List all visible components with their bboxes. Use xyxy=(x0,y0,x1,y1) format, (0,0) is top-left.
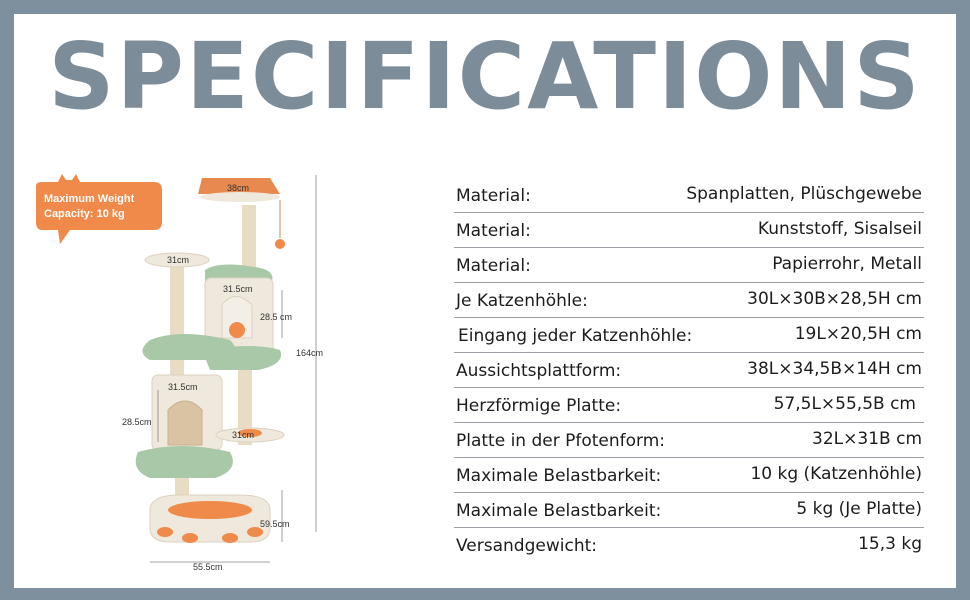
spec-value: 30L×30B×28,5H cm xyxy=(747,289,922,309)
spec-label: Material: xyxy=(456,256,531,276)
dim-lower-condo-width: 31.5cm xyxy=(168,382,198,392)
dim-total-height: 164cm xyxy=(296,348,323,358)
spec-value: Kunststoff, Sisalseil xyxy=(757,219,922,239)
lower-heart-platform xyxy=(135,446,233,478)
spec-row: Material: Papierrohr, Metall xyxy=(454,248,924,283)
spec-label: Herzförmige Platte: xyxy=(456,396,622,416)
spec-label: Aussichtsplattform: xyxy=(456,361,622,381)
cat-ears-icon xyxy=(58,174,80,182)
spec-value: 57,5L×55,5B cm xyxy=(773,394,916,414)
spec-label: Material: xyxy=(456,221,531,241)
hanging-ball xyxy=(275,239,285,249)
spec-label: Je Katzenhöhle: xyxy=(456,291,588,311)
dim-mid-platform: 31cm xyxy=(232,430,254,440)
top-post xyxy=(242,205,256,285)
spec-row: Je Katzenhöhle: 30L×30B×28,5H cm xyxy=(454,283,924,318)
max-weight-badge: Maximum Weight Capacity: 10 kg xyxy=(36,174,162,244)
spec-row: Maximale Belastbarkeit: 10 kg (Katzenhöh… xyxy=(454,458,924,493)
specifications-table: Material: Spanplatten, Plüschgewebe Mate… xyxy=(454,178,924,562)
dim-upper-condo-height: 28.5 cm xyxy=(260,312,292,322)
spec-value: 19L×20,5H cm xyxy=(794,324,922,344)
top-lookout xyxy=(198,178,280,194)
cat-tree-svg: Maximum Weight Capacity: 10 kg 38cm 31cm… xyxy=(36,174,323,572)
spec-row: Aussichtsplattform: 38L×34,5B×14H cm xyxy=(454,353,924,388)
spec-row: Herzförmige Platte: 57,5L×55,5B cm xyxy=(454,388,924,423)
dim-top-platform: 38cm xyxy=(227,183,249,193)
page-title: SPECIFICATIONS xyxy=(48,23,922,130)
dim-base-height: 59.5cm xyxy=(260,519,290,529)
spec-label: Maximale Belastbarkeit: xyxy=(456,501,662,521)
spec-value: 32L×31B cm xyxy=(812,429,922,449)
spec-value: 10 kg (Katzenhöhle) xyxy=(750,464,922,484)
spec-label: Platte in der Pfotenform: xyxy=(456,431,666,451)
badge-line1: Maximum Weight xyxy=(44,193,135,205)
badge-line2: Capacity: 10 kg xyxy=(44,208,125,220)
spec-row: Maximale Belastbarkeit: 5 kg (Je Platte) xyxy=(454,493,924,528)
spec-value: Spanplatten, Plüschgewebe xyxy=(686,184,922,204)
dim-upper-condo-width: 31.5cm xyxy=(223,284,253,294)
dim-lower-condo-height: 28.5cm xyxy=(122,417,152,427)
dim-left-platform: 31cm xyxy=(167,255,189,265)
spec-row: Versandgewicht: 15,3 kg xyxy=(454,528,924,562)
left-post xyxy=(170,265,184,345)
spec-value: 38L×34,5B×14H cm xyxy=(747,359,922,379)
right-post xyxy=(238,365,252,445)
spec-row: Material: Kunststoff, Sisalseil xyxy=(454,213,924,248)
spec-row: Material: Spanplatten, Plüschgewebe xyxy=(454,178,924,213)
dim-base-width: 55.5cm xyxy=(193,562,223,572)
left-platform xyxy=(144,252,210,268)
spec-row: Platte in der Pfotenform: 32L×31B cm xyxy=(454,423,924,458)
spec-label: Maximale Belastbarkeit: xyxy=(456,466,662,486)
cat-tree-illustration: Maximum Weight Capacity: 10 kg 38cm 31cm… xyxy=(30,160,360,580)
spec-value: Papierrohr, Metall xyxy=(772,254,922,274)
spec-label: Material: xyxy=(456,186,531,206)
spec-row: Eingang jeder Katzenhöhle: 19L×20,5H cm xyxy=(454,318,924,353)
spec-label: Eingang jeder Katzenhöhle: xyxy=(458,326,693,346)
spec-value: 15,3 kg xyxy=(858,534,922,554)
spec-label: Versandgewicht: xyxy=(456,536,597,556)
spec-value: 5 kg (Je Platte) xyxy=(796,499,922,519)
